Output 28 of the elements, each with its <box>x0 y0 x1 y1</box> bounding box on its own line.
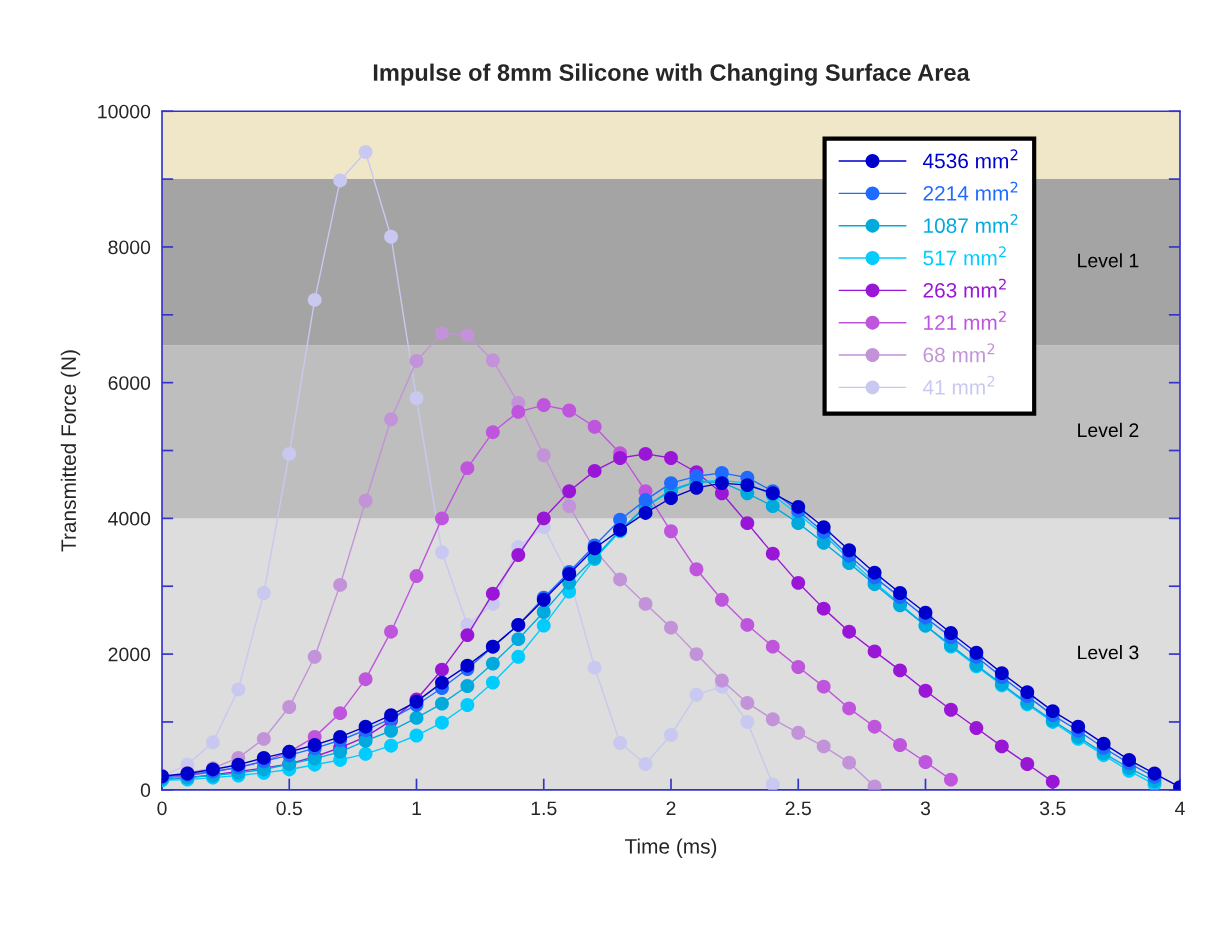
chart-title: Impulse of 8mm Silicone with Changing Surface Area <box>373 63 970 86</box>
band-label: Level 2 <box>1078 422 1139 438</box>
y-tick-label: 6000 <box>108 376 151 390</box>
x-tick-label: 0 <box>157 801 167 816</box>
x-tick-label: 0.5 <box>276 801 302 816</box>
x-tick-label: 2 <box>666 801 676 816</box>
y-tick-label: 10000 <box>98 104 151 119</box>
legend-label: 1087 mm$^{2}$ <box>924 214 1018 234</box>
y-tick-label: 4000 <box>108 511 151 526</box>
legend-label: 517 mm$^{2}$ <box>923 246 1006 266</box>
x-tick-label: 1.5 <box>531 801 557 816</box>
x-tick-label: 3.5 <box>1039 801 1066 816</box>
legend-label: 4536 mm$^{2}$ <box>922 149 1018 169</box>
y-tick-label: 8000 <box>108 240 151 255</box>
y-tick-label: 0 <box>140 783 151 798</box>
legend-label: 121 mm$^{2}$ <box>924 311 1006 330</box>
legend-label: 2214 mm$^{2}$ <box>923 181 1018 201</box>
band-label: Level 1 <box>1078 253 1139 268</box>
x-tick-label: 3 <box>920 801 931 816</box>
band-label: Level 3 <box>1078 645 1139 660</box>
legend-label: 263 mm$^{2}$ <box>923 278 1006 298</box>
legend-label: 68 mm$^{2}$ <box>923 343 995 363</box>
x-tick-label: 2.5 <box>785 801 811 816</box>
y-axis-title: Transmitted Force (N) <box>60 350 81 552</box>
y-tick-label: 2000 <box>108 647 151 662</box>
x-tick-label: 4 <box>1175 801 1185 816</box>
x-tick-label: 1 <box>412 801 421 816</box>
x-axis-title: Time (ms) <box>624 838 717 858</box>
